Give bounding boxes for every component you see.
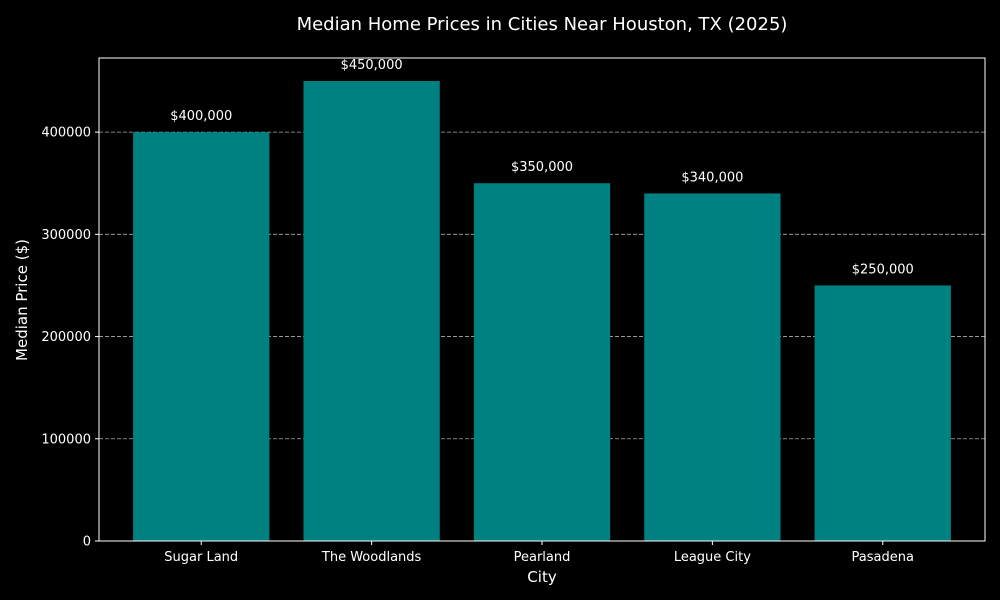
x-axis-ticks: Sugar Land The Woodlands Pearland League Ci…: [164, 541, 914, 565]
y-tick-label-2: 200000: [41, 330, 91, 345]
bar-0: [133, 132, 270, 541]
data-label-0: $400,000: [170, 109, 232, 124]
data-label-1: $450,000: [341, 58, 403, 73]
chart-title: Median Home Prices in Cities Near Housto…: [297, 14, 788, 35]
y-axis-label: Median Price ($): [13, 239, 31, 361]
bar-4: [814, 285, 951, 541]
data-label-4: $250,000: [852, 262, 914, 277]
x-tick-label-3: League City: [674, 550, 751, 565]
data-label-2: $350,000: [511, 160, 573, 175]
bar-3: [644, 193, 781, 541]
y-tick-label-1: 100000: [41, 432, 91, 447]
y-tick-label-3: 300000: [41, 228, 91, 243]
bar-2: [473, 183, 611, 541]
x-tick-label-1: The Woodlands: [321, 550, 422, 565]
y-axis-ticks: 0 100000 200000 300000 400000: [41, 126, 99, 550]
bars-layer: [133, 81, 951, 541]
x-tick-label-0: Sugar Land: [164, 550, 238, 565]
x-axis-label: City: [527, 568, 557, 586]
y-tick-label-4: 400000: [41, 126, 91, 141]
x-tick-label-4: Pasadena: [852, 550, 914, 565]
data-labels: $400,000 $450,000 $350,000 $340,000 $250,000: [170, 58, 914, 277]
y-tick-label-0: 0: [83, 535, 91, 550]
bar-1: [303, 81, 440, 541]
data-label-3: $340,000: [681, 170, 743, 185]
x-tick-label-2: Pearland: [514, 550, 571, 565]
